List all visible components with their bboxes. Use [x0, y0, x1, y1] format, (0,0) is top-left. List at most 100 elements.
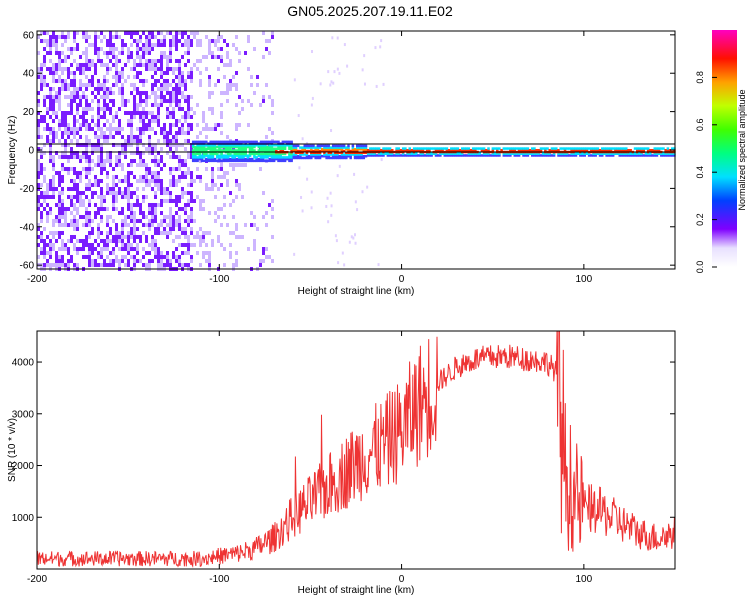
spectrogram-cell	[618, 149, 621, 152]
spectrogram-cell	[191, 149, 195, 152]
spectrogram-cell	[250, 223, 253, 227]
spectrogram-cell	[233, 145, 237, 149]
spectrogram-cell	[76, 191, 79, 195]
spectrogram-cell	[506, 147, 510, 150]
spectrogram-cell	[73, 215, 76, 219]
spectrogram-cell	[353, 151, 357, 155]
spectrogram-cell	[327, 70, 330, 74]
spectrogram-cell	[46, 123, 49, 127]
spectrogram-cell	[70, 107, 73, 111]
spectrogram-cell	[151, 119, 154, 123]
spectrogram-cell	[205, 154, 208, 157]
spectrogram-cell	[112, 143, 115, 147]
spectrogram-cell	[268, 140, 272, 144]
spectrogram-cell	[121, 167, 124, 171]
spectrogram-cell	[515, 154, 519, 157]
spectrogram-cell	[61, 255, 64, 259]
spectrogram-cell	[605, 154, 608, 157]
spectrogram-cell	[64, 111, 67, 115]
spectrogram-cell	[109, 31, 112, 35]
spectrogram-cell	[154, 99, 157, 103]
spectrogram-cell	[220, 123, 223, 127]
spectrogram-cell	[160, 211, 163, 215]
spectrogram-cell	[136, 87, 139, 91]
spectrogram-cell	[166, 187, 169, 191]
spectrogram-cell	[235, 154, 239, 157]
spectrogram-cell	[226, 43, 229, 47]
spectrogram-cell	[52, 243, 55, 247]
spectrogram-cell	[88, 247, 91, 251]
spectrogram-cell	[445, 147, 449, 150]
spectrogram-cell	[139, 39, 142, 43]
spectrogram-cell	[175, 131, 178, 135]
spectrogram-cell	[217, 215, 220, 219]
spectrogram-cell	[88, 183, 91, 187]
spectrogram-cell	[151, 219, 154, 223]
spectrogram-cell	[548, 152, 551, 155]
spectrogram-cell	[118, 75, 121, 79]
spectrogram-cell	[288, 152, 291, 156]
spectrogram-cell	[139, 235, 142, 239]
spectrogram-cell	[55, 47, 58, 51]
spectrogram-cell	[46, 191, 49, 195]
spectrogram-cell	[303, 153, 307, 156]
spectrogram-cell	[91, 75, 94, 79]
spectrogram-cell	[235, 223, 238, 227]
spectrogram-cell	[133, 139, 136, 143]
spectrogram-cell	[349, 154, 352, 158]
spectrogram-cell	[190, 191, 193, 195]
spectrogram-cell	[40, 115, 43, 119]
spectrogram-cell	[151, 235, 154, 239]
spectrogram-cell	[495, 154, 499, 157]
spectrogram-cell	[482, 149, 486, 152]
spectrogram-cell	[279, 154, 282, 157]
spectrogram-cell	[362, 156, 366, 160]
spectrogram-cell	[259, 149, 263, 152]
spectrogram-cell	[88, 35, 91, 39]
colorbar-ticks: 0.00.20.40.60.8	[695, 71, 717, 273]
spectrogram-cell	[356, 144, 359, 148]
spectrogram-cell	[166, 71, 169, 75]
spectrogram-cell	[524, 147, 527, 150]
spectrogram-cell	[241, 195, 244, 199]
spectrogram-cell	[296, 156, 300, 160]
spectrogram-cell	[37, 147, 40, 151]
spectrogram-cell	[288, 154, 291, 157]
spectrogram-cell	[52, 35, 55, 39]
spectrogram-cell	[178, 119, 181, 123]
spectrogram-cell	[178, 255, 181, 259]
spectrogram-cell	[79, 99, 82, 103]
spectrogram-cell	[148, 243, 151, 247]
spectrogram-cell	[142, 187, 145, 191]
spectrogram-cell	[218, 145, 221, 149]
spectrogram-cell	[52, 103, 55, 107]
spectrogram-cell	[151, 239, 154, 243]
spectrogram-cell	[662, 154, 665, 157]
spectrogram-cell	[191, 152, 195, 156]
spectrogram-cell	[211, 156, 215, 159]
spectrogram-cell	[184, 95, 187, 99]
spectrogram-cell	[76, 211, 79, 215]
spectrogram-cell	[109, 111, 112, 115]
spectrogram-cell	[533, 147, 536, 150]
spectrogram-cell	[172, 155, 175, 159]
spectrogram-cell	[70, 211, 73, 215]
spectrogram-cell	[70, 139, 73, 143]
spectrogram-cell	[52, 139, 55, 143]
spectrogram-cell	[489, 154, 492, 157]
spectrogram-cell	[85, 127, 88, 131]
spectrogram-cell	[377, 152, 381, 155]
spectrogram-cell	[493, 147, 497, 150]
spectrogram-cell	[166, 83, 169, 87]
spectrogram-cell	[136, 111, 139, 115]
spectrogram-cell	[130, 119, 133, 123]
spectrogram-cell	[353, 149, 357, 153]
spectrogram-cell	[85, 235, 88, 239]
spectrogram-cell	[231, 157, 234, 161]
spectrogram-x-ticks: -200 -100 0 100	[27, 31, 593, 285]
spectrogram-cell	[290, 147, 293, 151]
spectrogram-cell	[46, 235, 49, 239]
spectrogram-cell	[70, 51, 73, 55]
spectrogram-cell	[301, 209, 304, 213]
